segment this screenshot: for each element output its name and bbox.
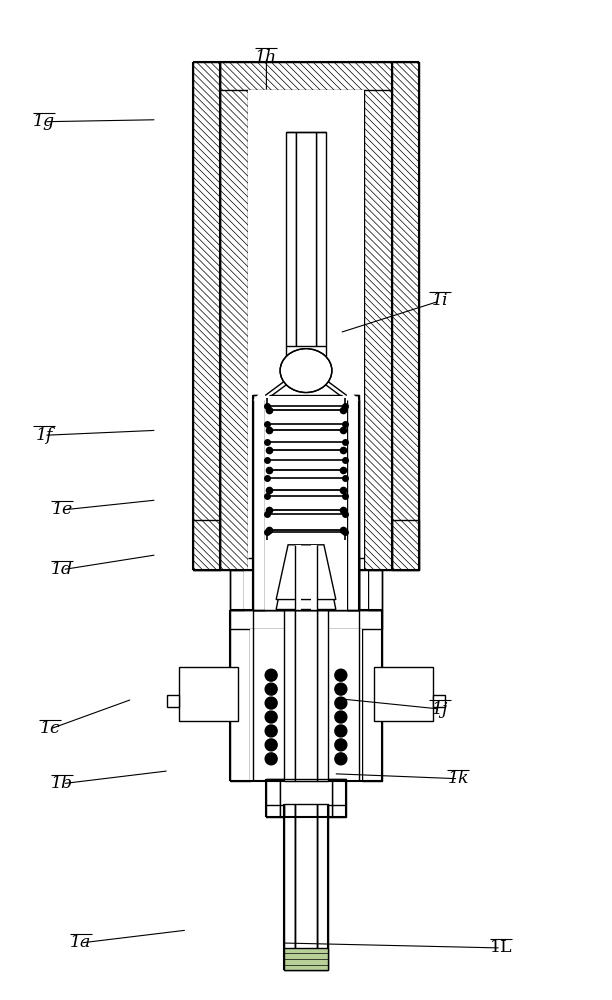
- Polygon shape: [179, 667, 238, 721]
- Polygon shape: [276, 550, 336, 610]
- Text: 1a: 1a: [70, 934, 91, 951]
- Polygon shape: [253, 369, 292, 400]
- Polygon shape: [220, 62, 392, 90]
- Text: 1d: 1d: [51, 561, 73, 578]
- Bar: [295, 400, 317, 781]
- Text: 1L: 1L: [490, 939, 512, 956]
- Circle shape: [265, 669, 277, 681]
- Polygon shape: [253, 395, 265, 610]
- Bar: [265, 395, 347, 610]
- Circle shape: [335, 725, 347, 737]
- Text: 1e: 1e: [51, 501, 73, 518]
- Circle shape: [265, 753, 277, 765]
- Polygon shape: [368, 570, 382, 610]
- Polygon shape: [332, 779, 346, 817]
- Bar: [244, 570, 368, 610]
- Polygon shape: [230, 610, 250, 781]
- Bar: [166, 695, 179, 707]
- Polygon shape: [311, 545, 317, 610]
- Polygon shape: [284, 400, 295, 781]
- Bar: [265, 396, 347, 542]
- Bar: [280, 779, 332, 817]
- Polygon shape: [347, 400, 359, 610]
- Bar: [296, 132, 316, 346]
- Polygon shape: [230, 570, 244, 610]
- Polygon shape: [276, 545, 336, 600]
- Ellipse shape: [280, 349, 332, 392]
- Polygon shape: [347, 395, 359, 610]
- Text: 1f: 1f: [35, 427, 53, 444]
- Circle shape: [265, 683, 277, 695]
- Text: 1g: 1g: [33, 113, 55, 130]
- Polygon shape: [286, 132, 296, 346]
- Bar: [250, 629, 362, 781]
- Text: 1j: 1j: [432, 701, 448, 718]
- Polygon shape: [374, 667, 433, 721]
- Text: 1b: 1b: [51, 775, 73, 792]
- Text: 1c: 1c: [40, 720, 61, 737]
- Circle shape: [335, 739, 347, 751]
- Polygon shape: [362, 610, 382, 781]
- Polygon shape: [316, 132, 326, 346]
- Polygon shape: [392, 62, 419, 570]
- Circle shape: [265, 697, 277, 709]
- Polygon shape: [266, 779, 280, 817]
- Polygon shape: [317, 804, 328, 970]
- Text: 1h: 1h: [255, 49, 277, 66]
- Circle shape: [335, 669, 347, 681]
- Circle shape: [335, 697, 347, 709]
- Polygon shape: [220, 62, 248, 570]
- Bar: [265, 400, 347, 610]
- Circle shape: [265, 725, 277, 737]
- Text: 1i: 1i: [432, 292, 448, 309]
- Polygon shape: [320, 369, 359, 400]
- Bar: [433, 695, 446, 707]
- Polygon shape: [280, 349, 332, 392]
- Polygon shape: [193, 62, 220, 570]
- Bar: [284, 948, 328, 970]
- Circle shape: [335, 683, 347, 695]
- Circle shape: [335, 753, 347, 765]
- Polygon shape: [284, 804, 295, 970]
- Text: 1k: 1k: [447, 770, 469, 787]
- Polygon shape: [295, 545, 301, 610]
- Bar: [248, 90, 364, 570]
- Circle shape: [265, 739, 277, 751]
- Polygon shape: [253, 400, 265, 610]
- Polygon shape: [317, 400, 328, 781]
- Polygon shape: [230, 610, 382, 629]
- Polygon shape: [364, 62, 392, 570]
- Bar: [295, 804, 317, 970]
- Circle shape: [265, 711, 277, 723]
- Circle shape: [335, 711, 347, 723]
